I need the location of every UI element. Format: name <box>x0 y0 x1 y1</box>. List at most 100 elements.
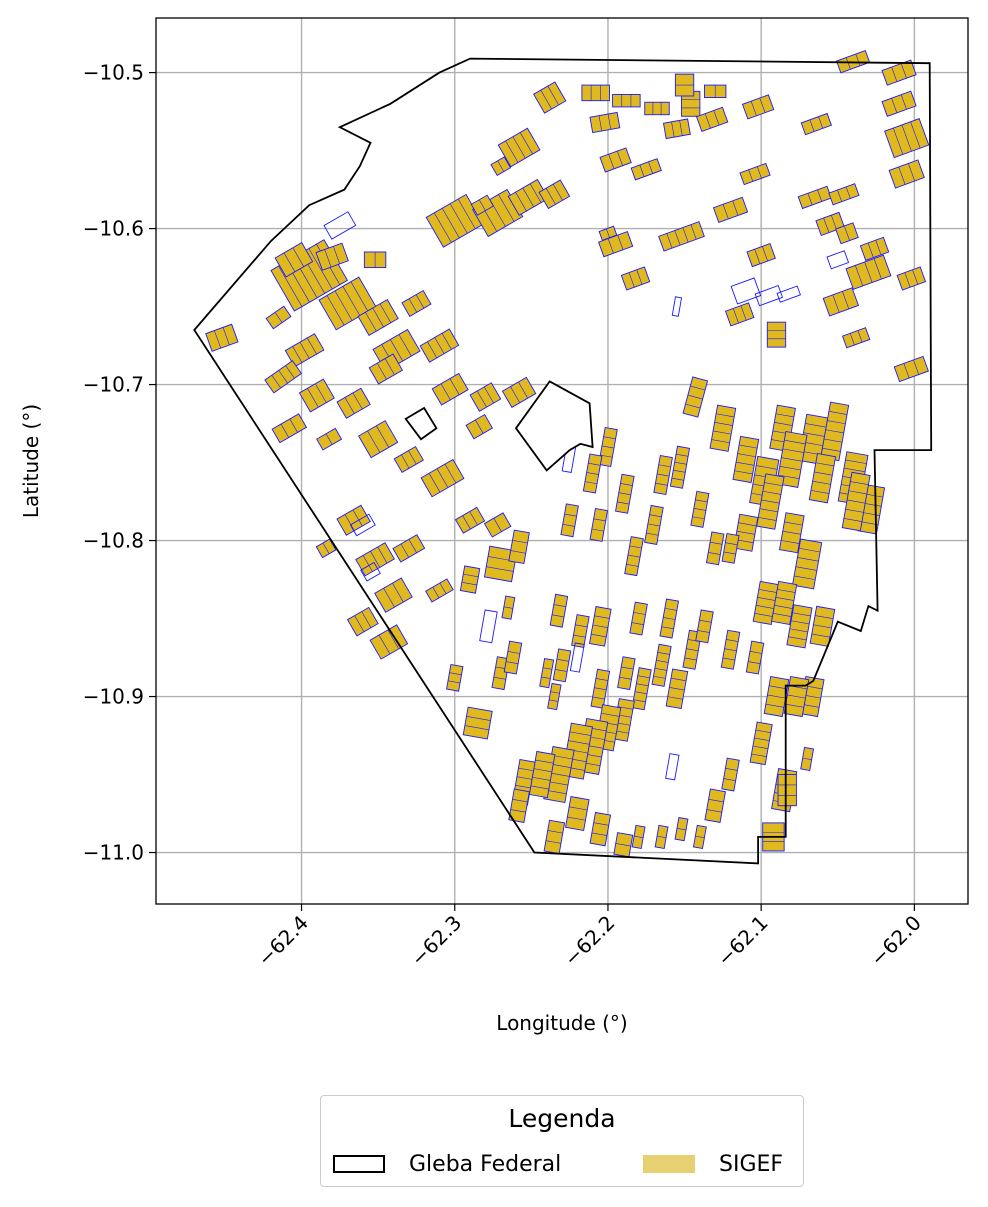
sigef-parcel <box>695 106 729 133</box>
sigef-parcel <box>629 601 648 636</box>
sigef-subdivision <box>674 461 687 465</box>
sigef-subdivision <box>493 518 502 532</box>
sigef-subdivision <box>716 413 735 418</box>
sigef-subdivision <box>449 672 462 676</box>
sigef-parcel <box>508 788 530 823</box>
sigef-subdivision <box>666 233 673 249</box>
sigef-subdivision <box>654 667 667 671</box>
sigef-subdivision <box>658 464 671 468</box>
sigef-subdivision <box>759 97 766 113</box>
sigef-subdivision <box>792 612 811 617</box>
sigef-subdivision <box>593 822 609 826</box>
sigef-subdivision <box>569 731 592 736</box>
sigef-subdivision <box>837 189 842 202</box>
sigef-subdivision <box>306 337 317 355</box>
sigef-subdivision <box>591 633 607 638</box>
sigef-subdivision <box>758 517 777 521</box>
sigef-subdivision <box>512 136 526 159</box>
sigef-parcel <box>346 606 379 637</box>
sigef-subdivision <box>825 429 844 434</box>
sigef-subdivision <box>618 492 631 496</box>
sigef-subdivision <box>283 252 296 272</box>
sigef-parcel <box>800 112 832 136</box>
sigef-subdivision <box>428 473 441 493</box>
sigef-subdivision <box>736 530 755 535</box>
sigef-parcel <box>815 211 845 236</box>
sigef-parcel <box>571 614 590 648</box>
sigef-subdivision <box>631 622 644 626</box>
x-tick-label: −62.0 <box>866 911 926 971</box>
sigef-subdivision <box>408 298 418 313</box>
sigef-subdivision <box>365 312 377 332</box>
sigef-subdivision <box>845 186 851 199</box>
sigef-subdivision <box>814 471 833 476</box>
sigef-subdivision <box>278 370 288 384</box>
sigef-parcel <box>581 84 610 102</box>
sigef-subdivision <box>518 381 529 399</box>
sigef-subdivision <box>843 467 866 473</box>
sigef-parcel <box>539 657 555 689</box>
sigef-subdivision <box>510 386 521 403</box>
sigef-subdivision <box>222 327 230 346</box>
sigef-parcel <box>828 183 860 206</box>
sigef-subdivision <box>550 691 560 694</box>
sigef-subdivision <box>655 482 668 486</box>
sigef-subdivision <box>692 516 705 520</box>
sigef-subdivision <box>449 378 460 395</box>
sigef-subdivision <box>606 228 610 238</box>
sigef-parcel <box>896 266 927 291</box>
y-tick-label: −10.6 <box>83 217 144 241</box>
sigef-subdivision <box>734 470 753 475</box>
sigef-subdivision <box>274 312 283 323</box>
sigef-subdivision <box>679 120 683 136</box>
sigef-subdivision <box>667 696 683 700</box>
sigef-subdivision <box>823 438 843 443</box>
sigef-subdivision <box>469 511 478 526</box>
sigef-subdivision <box>850 481 869 486</box>
sigef-parcel-outline <box>665 753 680 781</box>
sigef-subdivision <box>750 101 757 116</box>
sigef-subdivision <box>774 605 793 609</box>
sigef-parcel <box>315 242 349 271</box>
sigef-parcel <box>547 682 562 711</box>
sigef-subdivision <box>803 432 825 437</box>
sigef-parcel <box>393 445 424 473</box>
sigef-parcel <box>741 94 775 120</box>
sigef-subdivision <box>646 532 659 536</box>
sigef-subdivision <box>562 524 575 527</box>
sigef-subdivision <box>898 166 906 185</box>
sigef-subdivision <box>657 835 667 839</box>
sigef-subdivision <box>861 512 880 516</box>
sigef-subdivision <box>387 629 400 649</box>
sigef-subdivision <box>370 551 381 568</box>
sigef-subdivision <box>464 725 490 731</box>
sigef-parcel-outline <box>730 277 762 305</box>
sigef-subdivision <box>785 703 804 708</box>
sigef-subdivision <box>686 648 699 652</box>
sigef-parcel <box>318 276 377 331</box>
sigef-subdivision <box>807 193 813 206</box>
sigef-subdivision <box>545 840 562 844</box>
sigef-subdivision <box>556 658 569 662</box>
sigef-subdivision <box>299 341 310 359</box>
sigef-subdivision <box>510 550 526 554</box>
sigef-parcel <box>651 643 672 687</box>
sigef-subdivision <box>722 657 735 661</box>
sigef-subdivision <box>522 187 535 207</box>
sigef-subdivision <box>656 659 669 663</box>
sigef-subdivision <box>584 481 598 485</box>
sigef-subdivision <box>722 204 729 220</box>
sigef-subdivision <box>617 706 633 710</box>
sigef-parcel <box>695 609 714 644</box>
sigef-subdivision <box>377 546 388 564</box>
sigef-parcel <box>893 355 929 383</box>
x-tick-label: −62.2 <box>559 911 619 971</box>
sigef-parcel <box>617 656 636 691</box>
sigef-subdivision <box>475 419 484 434</box>
sigef-subdivision <box>794 575 816 580</box>
sigef-subdivision <box>436 468 449 488</box>
sigef-parcel <box>881 59 917 86</box>
sigef-subdivision <box>778 474 800 480</box>
sigef-parcel <box>669 445 691 489</box>
sigef-subdivision <box>591 832 607 836</box>
